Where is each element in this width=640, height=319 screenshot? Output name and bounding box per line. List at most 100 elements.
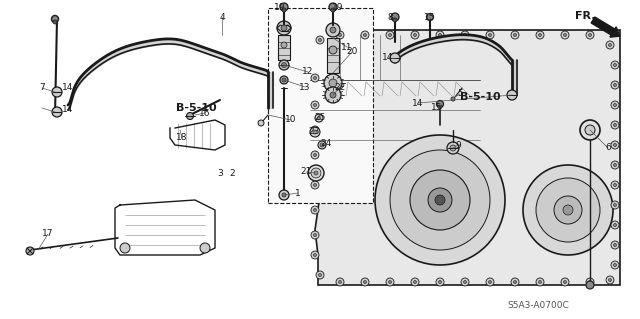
Text: 25: 25 [314, 113, 326, 122]
Text: 16: 16 [199, 108, 211, 117]
Circle shape [486, 278, 494, 286]
Circle shape [611, 121, 619, 129]
Circle shape [390, 53, 400, 63]
Circle shape [585, 125, 595, 135]
Circle shape [513, 280, 516, 284]
Circle shape [614, 263, 616, 266]
Circle shape [611, 261, 619, 269]
Circle shape [611, 81, 619, 89]
Circle shape [614, 84, 616, 86]
Circle shape [282, 78, 286, 82]
Circle shape [611, 201, 619, 209]
Text: 19: 19 [332, 4, 344, 12]
Circle shape [511, 31, 519, 39]
Circle shape [375, 135, 505, 265]
Circle shape [438, 105, 442, 109]
Circle shape [606, 276, 614, 284]
Circle shape [361, 278, 369, 286]
Text: B-5-10: B-5-10 [176, 103, 216, 113]
Circle shape [52, 107, 62, 117]
Circle shape [279, 190, 289, 200]
Circle shape [614, 63, 616, 66]
Text: 9: 9 [455, 140, 461, 150]
Polygon shape [310, 30, 620, 285]
Circle shape [330, 27, 336, 33]
Circle shape [311, 251, 319, 259]
Circle shape [554, 196, 582, 224]
Circle shape [311, 231, 319, 239]
Circle shape [428, 188, 452, 212]
Circle shape [614, 183, 616, 187]
Circle shape [329, 3, 337, 11]
Circle shape [611, 101, 619, 109]
Circle shape [364, 280, 367, 284]
Circle shape [390, 150, 490, 250]
Circle shape [614, 224, 616, 226]
Circle shape [561, 31, 569, 39]
Circle shape [386, 31, 394, 39]
Circle shape [320, 143, 324, 147]
Circle shape [614, 123, 616, 127]
Circle shape [536, 178, 600, 242]
Circle shape [580, 120, 600, 140]
Text: S5A3-A0700C: S5A3-A0700C [507, 301, 569, 310]
Text: 5: 5 [457, 90, 463, 99]
Circle shape [316, 271, 324, 279]
Circle shape [563, 205, 573, 215]
Circle shape [438, 33, 442, 36]
Circle shape [536, 278, 544, 286]
Circle shape [411, 278, 419, 286]
FancyArrow shape [591, 17, 620, 37]
Circle shape [339, 280, 342, 284]
Text: 11: 11 [341, 42, 353, 51]
Circle shape [611, 141, 619, 149]
Circle shape [611, 221, 619, 229]
Text: 17: 17 [42, 229, 54, 239]
Text: 12: 12 [302, 68, 314, 77]
Circle shape [258, 120, 264, 126]
Circle shape [536, 31, 544, 39]
Text: 13: 13 [300, 83, 311, 92]
Bar [268, 8, 373, 203]
Circle shape [438, 280, 442, 284]
Circle shape [391, 13, 399, 21]
Circle shape [336, 278, 344, 286]
Circle shape [513, 33, 516, 36]
Text: 8: 8 [387, 12, 393, 21]
Circle shape [319, 39, 321, 41]
Text: 14: 14 [412, 99, 424, 108]
Circle shape [511, 278, 519, 286]
Circle shape [314, 129, 317, 131]
Circle shape [426, 13, 433, 20]
Circle shape [447, 142, 459, 154]
Circle shape [314, 171, 318, 175]
Circle shape [450, 145, 456, 151]
Circle shape [318, 141, 326, 149]
Circle shape [614, 204, 616, 206]
Circle shape [314, 103, 317, 107]
Circle shape [311, 181, 319, 189]
Circle shape [316, 36, 324, 44]
Circle shape [311, 168, 321, 178]
Circle shape [53, 20, 57, 24]
Circle shape [614, 164, 616, 167]
Circle shape [486, 31, 494, 39]
Text: 4: 4 [219, 12, 225, 21]
Circle shape [311, 151, 319, 159]
Circle shape [563, 33, 566, 36]
Circle shape [589, 280, 591, 284]
Circle shape [326, 23, 340, 37]
Circle shape [319, 273, 321, 277]
Circle shape [277, 21, 291, 35]
Text: 14: 14 [62, 106, 74, 115]
Circle shape [361, 31, 369, 39]
Circle shape [461, 31, 469, 39]
Circle shape [281, 25, 287, 31]
Text: 14: 14 [382, 54, 394, 63]
Circle shape [523, 165, 613, 255]
Circle shape [611, 161, 619, 169]
Circle shape [314, 183, 317, 187]
Circle shape [120, 243, 130, 253]
Circle shape [329, 46, 337, 54]
Circle shape [413, 33, 417, 36]
